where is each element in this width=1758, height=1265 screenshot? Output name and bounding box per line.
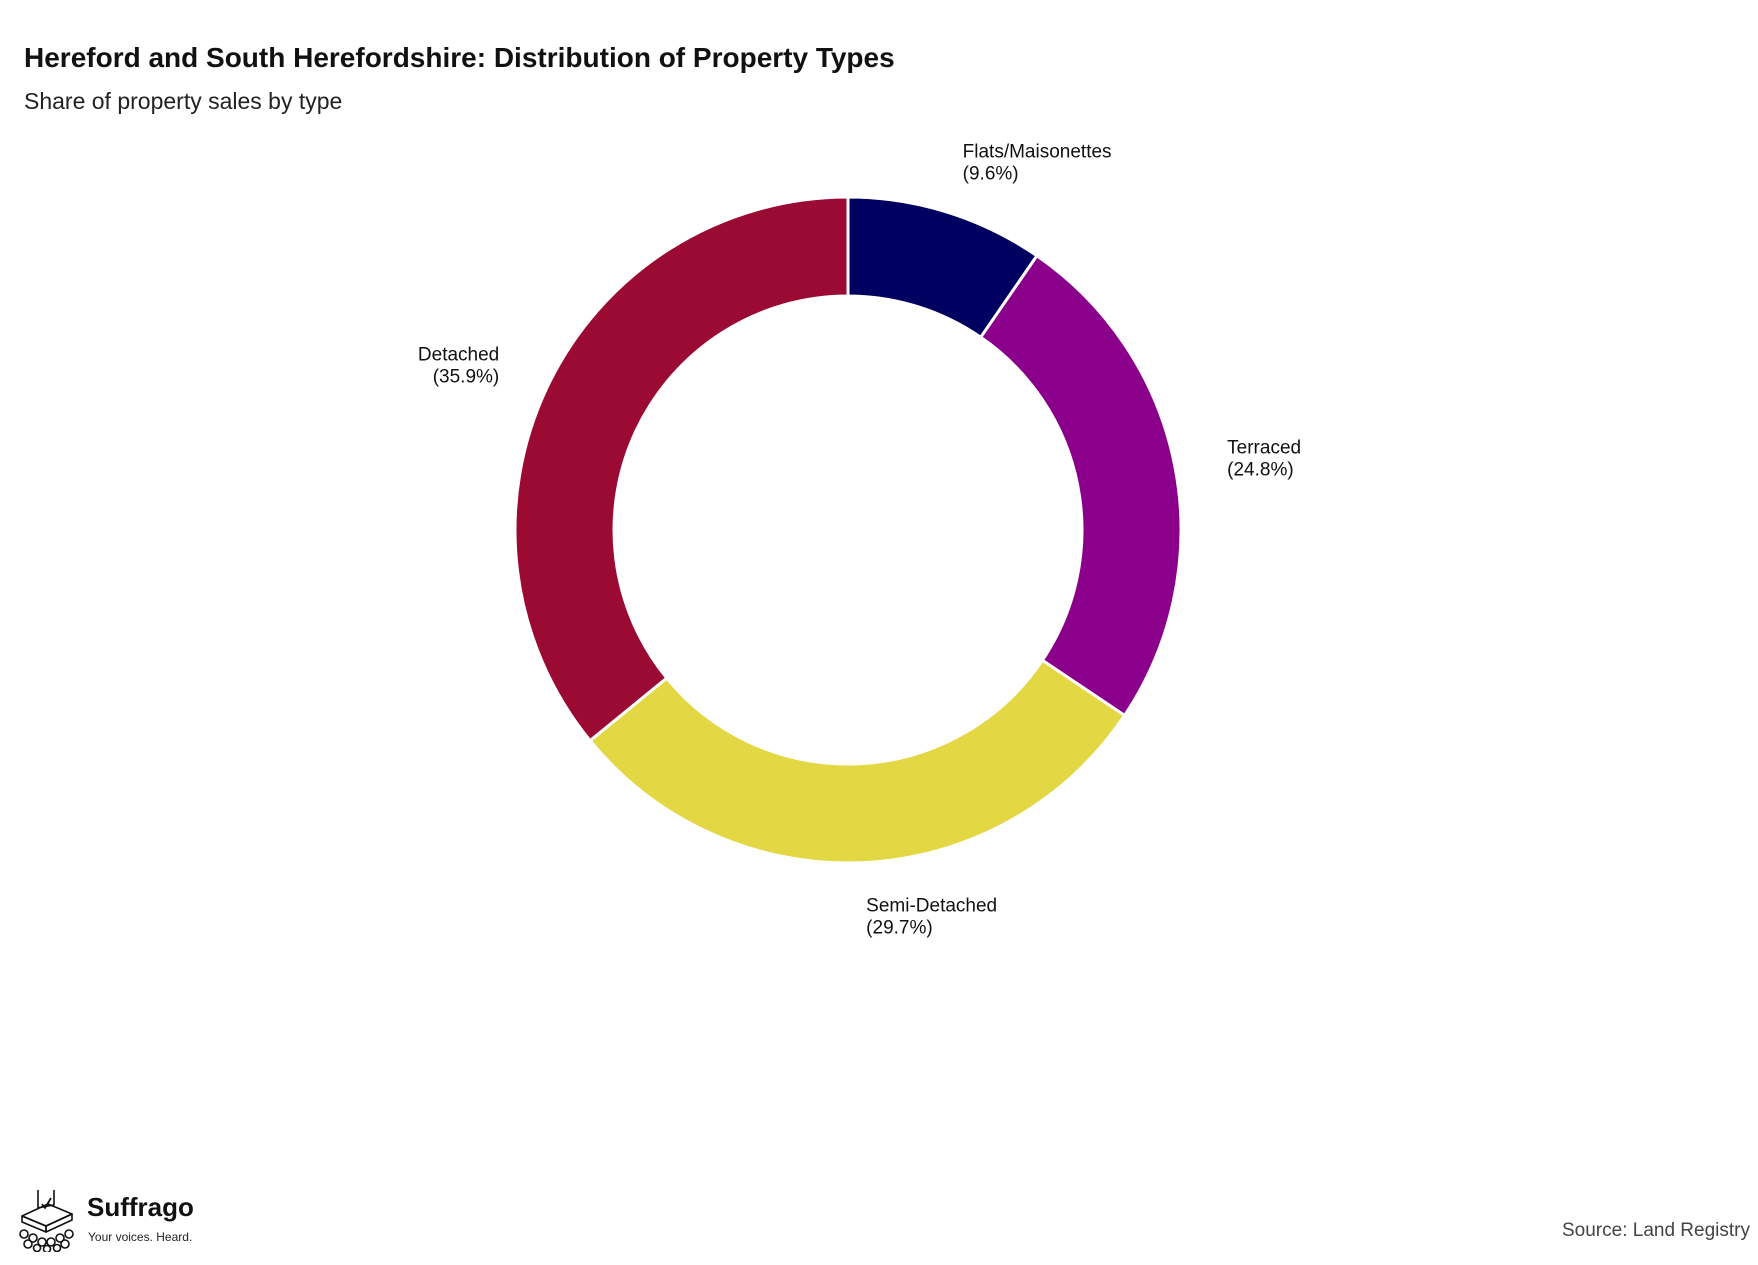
slice-label-detached: Detached (35.9%)	[418, 345, 499, 388]
suffrago-logo: Suffrago Your voices. Heard.	[14, 1190, 214, 1252]
chart-title: Hereford and South Herefordshire: Distri…	[24, 42, 895, 73]
slice-label-flats-maisonettes: Flats/Maisonettes (9.6%)	[963, 141, 1112, 184]
donut-slices	[513, 195, 1183, 865]
ballot-box-icon	[19, 1190, 74, 1252]
slice-label-semi-detached: Semi-Detached (29.7%)	[866, 896, 997, 939]
brand-name: Suffrago	[87, 1192, 194, 1222]
brand-tagline: Your voices. Heard.	[88, 1230, 193, 1244]
source-note: Source: Land Registry	[1562, 1220, 1750, 1241]
chart-subtitle: Share of property sales by type	[24, 88, 343, 114]
slice-labels: Flats/Maisonettes (9.6%) Terraced (24.8%) Se…	[418, 141, 1301, 938]
slice-detached	[513, 195, 850, 743]
slice-semi-detached	[587, 658, 1127, 865]
slice-terraced	[978, 253, 1183, 718]
slice-label-terraced: Terraced (24.8%)	[1227, 438, 1301, 481]
